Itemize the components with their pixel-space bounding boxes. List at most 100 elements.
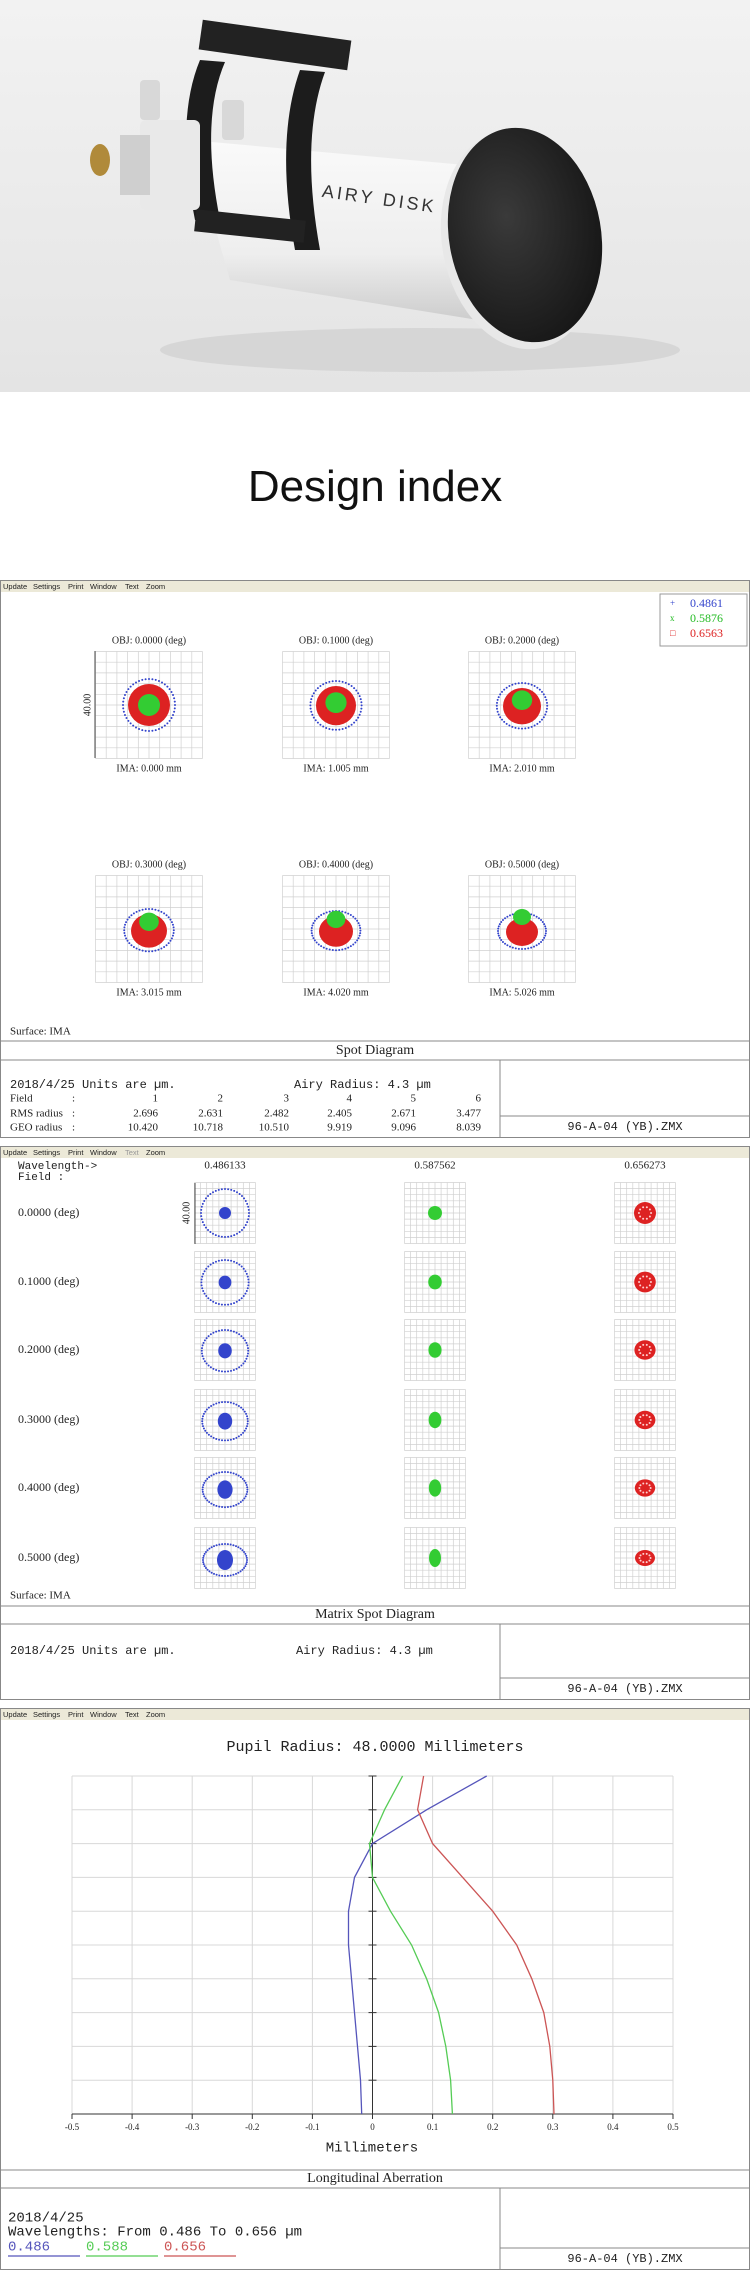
spot-dot: [645, 1206, 648, 1209]
spot-dot: [220, 1303, 223, 1306]
spot: [326, 910, 346, 928]
spot-dot: [649, 1557, 652, 1559]
spot-dot: [166, 722, 169, 725]
spot-dot: [310, 927, 313, 930]
menu-item[interactable]: Update: [3, 1710, 27, 1719]
spot-dot: [161, 726, 163, 729]
legend-box: [659, 593, 748, 647]
spot-dot: [359, 710, 362, 713]
spot-dot: [220, 1188, 223, 1191]
spot-dot: [232, 1472, 235, 1475]
spot-dot: [201, 1420, 204, 1423]
menu-item[interactable]: Text: [125, 1148, 140, 1157]
spot-dot: [237, 1404, 240, 1407]
spot-dot: [165, 944, 168, 947]
spot-dot: [244, 1200, 247, 1202]
spot-dot: [215, 1472, 218, 1475]
spot-dot: [227, 1259, 230, 1262]
spot-dot: [517, 727, 520, 730]
spot-dot: [220, 1329, 223, 1332]
menu-item[interactable]: Print: [68, 1148, 84, 1157]
spot-dot: [154, 678, 157, 681]
spot-dot: [533, 945, 535, 948]
spot-dot: [138, 679, 141, 682]
spot-dot: [206, 1568, 209, 1571]
menu-item[interactable]: Zoom: [146, 582, 165, 591]
spot-dot: [233, 1260, 236, 1263]
spot-dot: [501, 919, 504, 922]
spot-dot: [212, 1503, 215, 1506]
spot-dot: [344, 681, 347, 684]
spot-dot: [347, 946, 350, 949]
spot-dot: [521, 727, 523, 730]
menu-item[interactable]: Text: [125, 582, 140, 591]
spot-dot: [125, 691, 128, 693]
spot-dot: [325, 726, 328, 729]
spot-dot: [239, 1476, 242, 1479]
spot-dot: [649, 1349, 652, 1351]
spot-dot: [165, 914, 168, 917]
spot-dot: [639, 1559, 642, 1562]
menu-item[interactable]: Settings: [33, 582, 60, 591]
menu-item[interactable]: Zoom: [146, 1710, 165, 1719]
spot-dot: [347, 912, 350, 915]
menu-item[interactable]: Print: [68, 582, 84, 591]
field-ima: IMA: 0.000 mm: [116, 763, 182, 774]
menu-item[interactable]: Window: [90, 582, 117, 591]
spot-dot: [497, 713, 500, 716]
spot-dot: [215, 1573, 218, 1576]
menu-item[interactable]: Update: [3, 582, 27, 591]
menu-item[interactable]: Print: [68, 1710, 84, 1719]
spot-dot: [207, 1364, 210, 1367]
menu-item[interactable]: Settings: [33, 1148, 60, 1157]
spot-dot: [161, 681, 163, 684]
spot-dot: [125, 921, 128, 924]
spot-dot: [648, 1559, 651, 1562]
spot-dot: [335, 680, 337, 682]
spot-dot: [239, 1501, 242, 1504]
spot-dot: [207, 1406, 210, 1409]
spot-dot: [224, 1575, 226, 1577]
spot-dot: [645, 1343, 648, 1346]
spot-dot: [341, 680, 344, 683]
spot-dot: [173, 700, 176, 703]
spot-dot: [218, 1401, 221, 1404]
spot-dot: [138, 909, 141, 912]
spot-dot: [645, 1552, 648, 1555]
x-tick-label: -0.5: [65, 2122, 80, 2132]
menu-item[interactable]: Settings: [33, 1710, 60, 1719]
scale-label: 40.00: [82, 694, 93, 717]
spot-dot: [204, 1410, 207, 1413]
spot-dot: [202, 1412, 205, 1415]
spot-dot: [356, 919, 359, 922]
menu-item[interactable]: Zoom: [146, 1148, 165, 1157]
spot-dot: [649, 1281, 652, 1283]
spot-dot: [235, 1300, 238, 1303]
spot-dot: [540, 940, 543, 943]
field-obj: OBJ: 0.5000 (deg): [485, 859, 559, 870]
table-cell: 2.696: [133, 1108, 158, 1120]
spot-dot: [217, 1303, 220, 1306]
spot: [138, 694, 160, 716]
menu-item[interactable]: Text: [125, 1710, 140, 1719]
menu-item[interactable]: Window: [90, 1148, 117, 1157]
spot-dot: [200, 1352, 203, 1355]
spot-dot: [210, 1502, 213, 1505]
spot-dot: [240, 1297, 243, 1300]
spot-dot: [123, 931, 126, 934]
spot-dot: [503, 720, 506, 723]
spot-dot: [645, 1491, 648, 1494]
spot-dot: [226, 1439, 229, 1442]
menu-item[interactable]: Window: [90, 1710, 117, 1719]
spot-dot: [358, 924, 361, 927]
spot-dot: [338, 949, 341, 952]
spot-dot: [229, 1471, 232, 1474]
spot-dot: [648, 1489, 651, 1492]
spot-dot: [245, 1427, 248, 1430]
spot-dot: [154, 908, 157, 911]
spot-dot: [527, 947, 530, 950]
menu-item[interactable]: Update: [3, 1148, 27, 1157]
spot-dot: [240, 1335, 243, 1338]
spot-dot: [495, 704, 498, 707]
spot-dot: [309, 704, 312, 707]
